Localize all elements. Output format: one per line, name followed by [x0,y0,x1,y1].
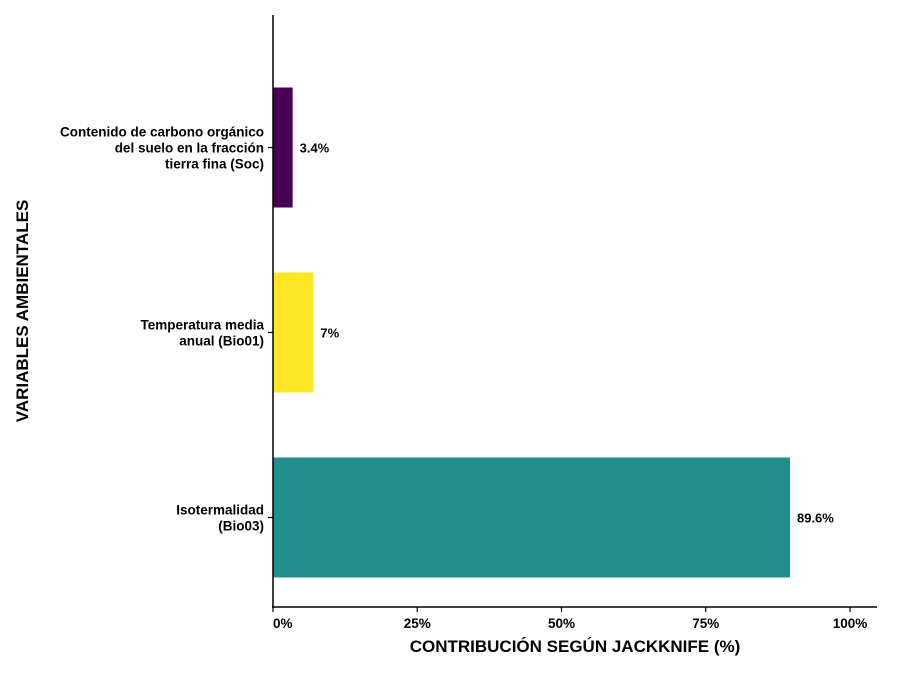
bar-value-label-2: 7% [320,326,339,341]
x-tick-label-2: 50% [548,616,575,631]
category-label-line: tierra fina (Soc) [165,157,264,172]
category-label-2: Temperatura media anual (Bio01) [140,318,264,349]
category-label-line: anual (Bio01) [179,334,264,349]
bar-3 [273,457,790,578]
category-label-line: del suelo en la fracción [115,141,264,156]
category-label-line: Contenido de carbono orgánico [60,125,264,140]
x-tick-label-3: 75% [692,616,719,631]
category-label-1: Contenido de carbono orgánico del suelo e… [60,125,264,172]
category-label-line: Temperatura media [140,318,264,333]
bar-1 [273,87,293,208]
bar-2 [273,272,314,393]
category-label-line: (Bio03) [218,519,264,534]
x-tick-label-0: 0% [273,616,293,631]
category-labels-layer: Contenido de carbono orgánico del suelo e… [60,125,273,534]
y-axis-title: VARIABLES AMBIENTALES [13,200,32,423]
bars-layer: 3.4% 7% 89.6% [273,87,834,578]
x-ticks-layer: 0% 25% 50% 75% 100% [272,607,868,631]
bar-value-label-3: 89.6% [797,511,834,526]
x-axis-title: CONTRIBUCIÓN SEGÚN JACKKNIFE (%) [410,637,741,656]
bar-value-label-1: 3.4% [300,141,330,156]
x-tick-label-1: 25% [404,616,431,631]
x-tick-label-4: 100% [833,616,868,631]
category-label-line: Isotermalidad [176,503,264,518]
category-label-3: Isotermalidad (Bio03) [176,503,264,534]
